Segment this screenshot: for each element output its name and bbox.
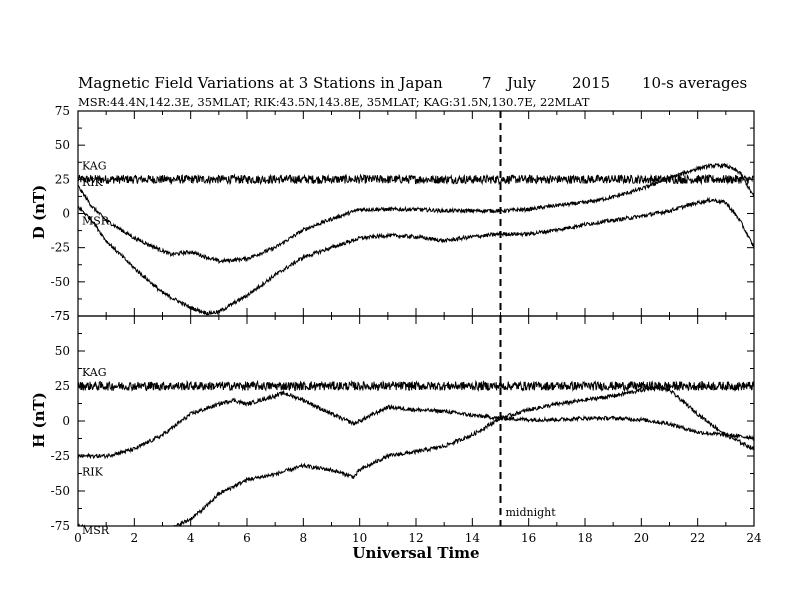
x-tick-label: 18: [577, 531, 592, 545]
x-tick-label: 20: [634, 531, 649, 545]
y-tick-label-top: 75: [55, 104, 70, 118]
y-tick-label-bottom: 25: [55, 379, 70, 393]
y-tick-label-bottom: 50: [55, 344, 70, 358]
y-tick-label-top: -25: [51, 241, 70, 255]
series-line-msr-top: [77, 196, 755, 316]
x-tick-label: 6: [243, 531, 251, 545]
y-tick-label-top: 50: [55, 138, 70, 152]
series-line-rik-top: [77, 162, 755, 265]
series-line-kag-bottom: [77, 379, 755, 392]
chart-month: July: [505, 74, 536, 92]
series-label-rik-top: RIK: [82, 176, 104, 189]
chart-title: Magnetic Field Variations at 3 Stations …: [78, 74, 443, 92]
x-tick-label: 0: [74, 531, 82, 545]
series-line-msr-bottom: [77, 385, 755, 527]
x-tick-label: 14: [465, 531, 481, 545]
x-tick-label: 4: [187, 531, 195, 545]
y-tick-label-bottom: -25: [51, 449, 70, 463]
y-tick-label-bottom: 75: [55, 309, 70, 323]
series-label-msr-top: MSR: [82, 214, 110, 227]
y-tick-label-bottom: -75: [51, 519, 70, 533]
chart-year: 2015: [572, 74, 610, 92]
series-label-rik-bottom: RIK: [82, 465, 104, 478]
x-axis-label: Universal Time: [352, 544, 479, 562]
top-panel-ylabel: D (nT): [30, 185, 48, 240]
y-tick-label-top: -50: [51, 275, 70, 289]
y-tick-label-top: -75: [51, 309, 70, 323]
series-line-rik-bottom: [77, 390, 755, 460]
plot-layer: 75 50 25 0 -25 -50 -75 KAG RIK MSR 75 50 25 0 -25 -50 -7…: [51, 104, 762, 545]
series-label-msr-bottom: MSR: [82, 524, 110, 537]
y-tick-label-top: 25: [55, 172, 70, 186]
series-line-kag-top: [77, 173, 755, 186]
x-tick-label: 22: [690, 531, 705, 545]
midnight-annotation: midnight: [506, 506, 557, 519]
y-tick-label-top: 0: [62, 207, 70, 221]
x-tick-label: 16: [521, 531, 536, 545]
y-tick-label-bottom: -50: [51, 484, 70, 498]
x-tick-label: 12: [408, 531, 423, 545]
series-label-kag-bottom: KAG: [82, 366, 107, 379]
x-tick-label: 10: [352, 531, 367, 545]
x-tick-label: 2: [131, 531, 139, 545]
chart-averaging: 10-s averages: [642, 74, 747, 92]
bottom-panel-ylabel: H (nT): [30, 392, 48, 448]
stations-info: MSR:44.4N,142.3E, 35MLAT; RIK:43.5N,143.…: [78, 95, 590, 109]
chart-day: 7: [482, 74, 492, 92]
x-tick-label: 8: [300, 531, 308, 545]
y-tick-label-bottom: 0: [62, 414, 70, 428]
x-tick-label: 24: [746, 531, 762, 545]
series-label-kag-top: KAG: [82, 160, 107, 173]
